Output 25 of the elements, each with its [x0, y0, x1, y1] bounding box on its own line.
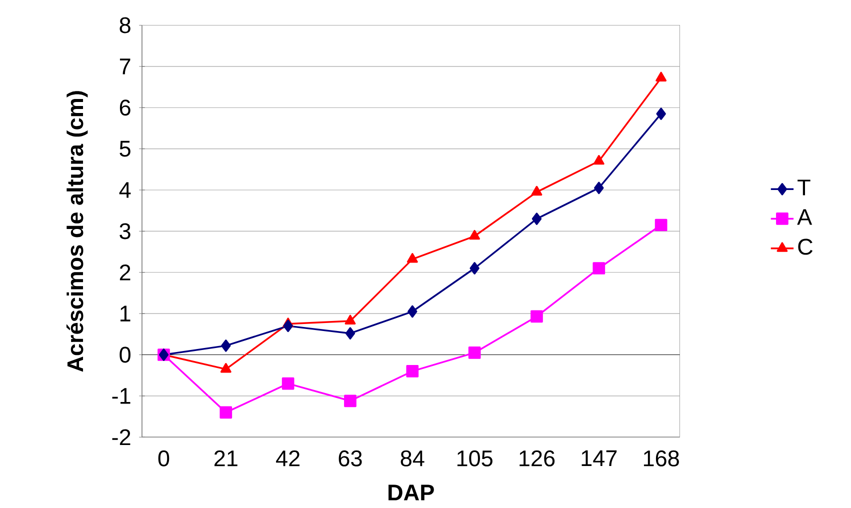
- legend-label: A: [797, 209, 812, 225]
- y-tick-label: 1: [120, 306, 130, 322]
- y-tick-label: -2: [112, 429, 130, 446]
- y-tick-label: 3: [120, 223, 130, 240]
- x-tick-label: 0: [158, 450, 170, 466]
- x-axis-title: DAP: [388, 484, 434, 500]
- x-tick-label: 168: [644, 450, 679, 466]
- x-tick-label: 84: [400, 450, 424, 466]
- legend-label: T: [798, 180, 810, 196]
- x-tick-label: 63: [338, 450, 362, 466]
- y-tick-label: 7: [120, 58, 130, 74]
- y-tick-label: 5: [120, 141, 130, 157]
- x-tick-label: 21: [214, 450, 238, 466]
- y-axis-title: Acréscimos de altura (cm): [66, 91, 88, 372]
- y-tick-label: 4: [119, 182, 131, 198]
- x-tick-label: 126: [520, 450, 555, 466]
- y-tick-label: 8: [120, 17, 130, 34]
- x-tick-label: 42: [276, 450, 300, 466]
- y-tick-label: -1: [112, 388, 130, 404]
- y-tick-label: 6: [120, 100, 130, 116]
- x-tick-label: 105: [457, 450, 492, 466]
- legend-label: C: [798, 238, 813, 255]
- y-tick-label: 0: [120, 346, 130, 363]
- y-tick-label: 2: [120, 264, 130, 280]
- x-tick-label: 147: [582, 450, 617, 466]
